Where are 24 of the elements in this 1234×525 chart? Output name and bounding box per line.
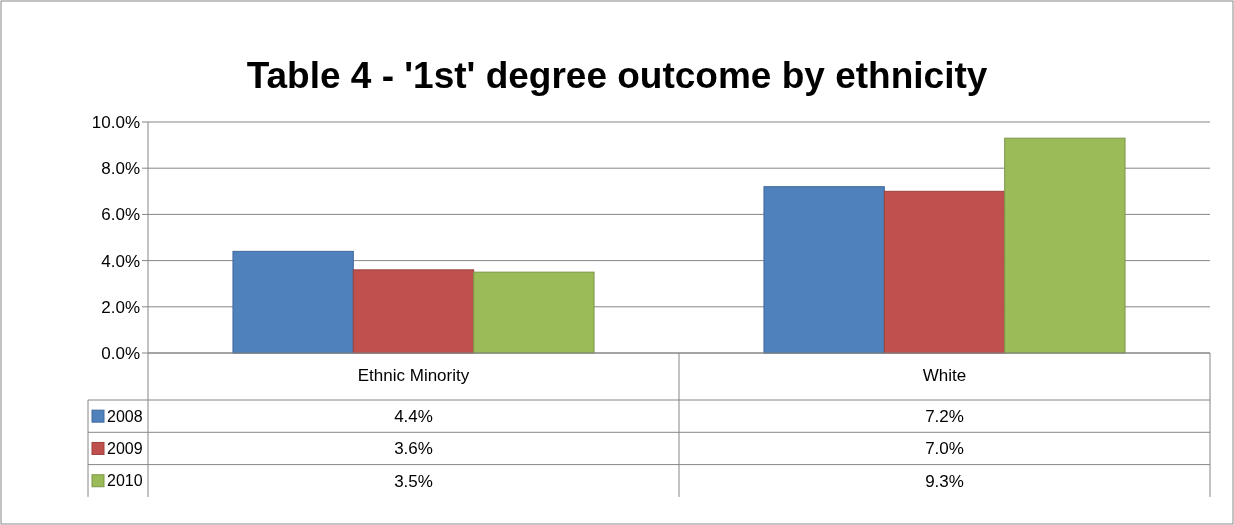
chart-title: Table 4 - '1st' degree outcome by ethnicity [246, 55, 988, 96]
y-tick-label: 4.0% [101, 251, 140, 271]
y-tick-label: 0.0% [101, 343, 140, 363]
bar [1004, 137, 1126, 354]
data-label: 9.3% [925, 471, 964, 491]
x-tick-label: White [922, 366, 967, 385]
bar [883, 190, 1006, 354]
y-tick-label: 2.0% [101, 297, 140, 317]
data-label: 3.6% [394, 439, 433, 459]
bar [232, 250, 354, 354]
legend-label: 2009 [107, 440, 143, 458]
data-label: 3.5% [394, 471, 433, 491]
y-tick-label: 10.0% [91, 112, 140, 132]
data-label: 4.4% [394, 407, 433, 427]
data-label: 7.0% [925, 439, 964, 459]
legend-label: 2010 [107, 472, 143, 490]
y-tick-label: 6.0% [101, 205, 140, 225]
legend-label: 2008 [107, 407, 143, 425]
bar [352, 269, 475, 354]
bar [473, 271, 595, 354]
data-label: 7.2% [925, 407, 964, 427]
x-tick-label: Ethnic Minority [357, 366, 470, 385]
bar [763, 186, 885, 354]
y-tick-label: 8.0% [101, 159, 140, 179]
